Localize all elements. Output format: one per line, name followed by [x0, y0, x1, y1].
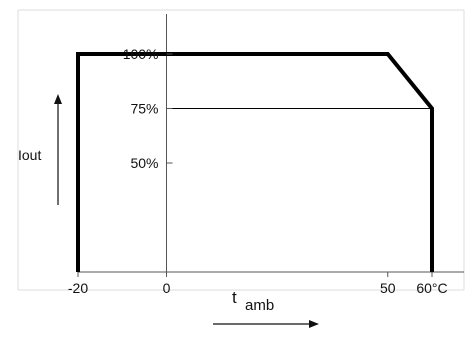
x-tick-label: 60°C [416, 280, 447, 296]
y-tick-label: 75% [130, 101, 158, 117]
series-layer [76, 52, 434, 272]
x-tick-label: -20 [68, 280, 88, 296]
axes [78, 14, 464, 273]
y-axis-title-group: Iout [18, 94, 62, 205]
derating-curve [76, 52, 434, 272]
x-axis-title-group: t amb [213, 288, 319, 328]
y-axis-title: Iout [18, 147, 41, 163]
tick-labels: -20 0 50 60°C 50% 75% 100% [68, 46, 448, 296]
y-tick-label: 100% [123, 46, 159, 62]
x-axis-title: t [232, 288, 237, 307]
y-tick-label: 50% [130, 155, 158, 171]
x-tick-label: 50 [380, 280, 396, 296]
x-axis-arrow-head [309, 320, 319, 328]
x-tick-label: 0 [163, 280, 171, 296]
x-axis-title-subscript: amb [245, 297, 274, 314]
y-axis-arrow-head [54, 94, 62, 104]
